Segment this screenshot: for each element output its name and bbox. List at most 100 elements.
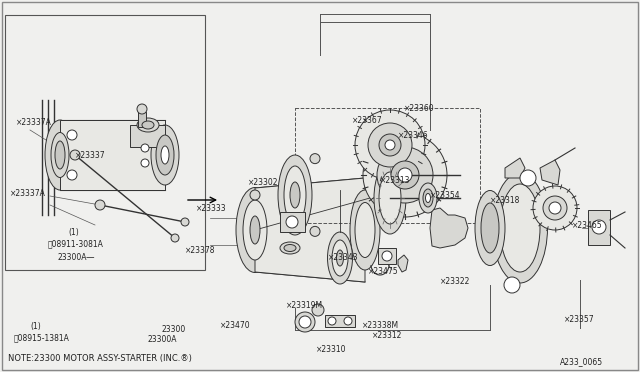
Text: ×23312: ×23312	[372, 330, 403, 340]
Circle shape	[141, 144, 149, 152]
Circle shape	[67, 130, 77, 140]
Circle shape	[398, 168, 412, 182]
Ellipse shape	[350, 190, 380, 270]
Circle shape	[137, 104, 147, 114]
Circle shape	[391, 161, 419, 189]
Ellipse shape	[481, 203, 499, 253]
Ellipse shape	[419, 183, 437, 213]
Text: ⓝ08911-3081A: ⓝ08911-3081A	[48, 240, 104, 248]
Ellipse shape	[284, 166, 306, 224]
Circle shape	[385, 140, 395, 150]
Text: ×23475: ×23475	[368, 267, 399, 276]
Text: 23300A: 23300A	[148, 336, 177, 344]
Ellipse shape	[284, 244, 296, 251]
Circle shape	[592, 220, 606, 234]
Circle shape	[543, 196, 567, 220]
Bar	[130, 125, 165, 147]
Circle shape	[355, 110, 425, 180]
Circle shape	[328, 317, 336, 325]
Circle shape	[549, 202, 561, 214]
Ellipse shape	[423, 189, 433, 207]
Bar	[280, 212, 305, 232]
Text: (1): (1)	[30, 323, 41, 331]
Text: ×23360: ×23360	[404, 103, 435, 112]
Circle shape	[295, 312, 315, 332]
Text: ×23470: ×23470	[220, 321, 251, 330]
Ellipse shape	[236, 187, 274, 273]
Ellipse shape	[142, 121, 154, 129]
Circle shape	[171, 234, 179, 242]
Circle shape	[286, 216, 298, 228]
Ellipse shape	[500, 184, 540, 272]
Ellipse shape	[45, 120, 75, 190]
Text: ×23337A: ×23337A	[16, 118, 52, 126]
Circle shape	[312, 304, 324, 316]
Text: ×23378: ×23378	[185, 246, 216, 254]
Ellipse shape	[328, 232, 353, 284]
Ellipse shape	[379, 172, 401, 224]
Ellipse shape	[290, 182, 300, 208]
Bar	[138, 112, 146, 127]
Text: ×23346: ×23346	[398, 131, 429, 140]
Ellipse shape	[278, 155, 312, 235]
Ellipse shape	[332, 240, 348, 276]
Text: ×23338M: ×23338M	[362, 321, 399, 330]
Circle shape	[363, 133, 447, 217]
Ellipse shape	[355, 202, 375, 257]
Circle shape	[533, 186, 577, 230]
Text: NOTE:23300 MOTOR ASSY-STARTER (INC.®): NOTE:23300 MOTOR ASSY-STARTER (INC.®)	[8, 353, 192, 362]
Text: ×23310: ×23310	[316, 346, 346, 355]
Bar	[295, 108, 480, 223]
Ellipse shape	[137, 118, 159, 132]
Text: A233_0065: A233_0065	[560, 357, 603, 366]
Circle shape	[141, 159, 149, 167]
Text: ×23337: ×23337	[75, 151, 106, 160]
Polygon shape	[255, 178, 365, 282]
Ellipse shape	[374, 162, 406, 234]
Circle shape	[504, 277, 520, 293]
Circle shape	[344, 317, 352, 325]
Polygon shape	[398, 255, 408, 272]
Circle shape	[368, 123, 412, 167]
Ellipse shape	[156, 135, 174, 175]
Circle shape	[67, 170, 77, 180]
Text: Ⓟ08915-1381A: Ⓟ08915-1381A	[14, 334, 70, 343]
Ellipse shape	[55, 141, 65, 169]
Bar	[5, 15, 205, 270]
Text: ×23319M: ×23319M	[286, 301, 323, 310]
Polygon shape	[60, 120, 165, 190]
Text: (1): (1)	[68, 228, 79, 237]
Text: ×23337A: ×23337A	[10, 189, 46, 198]
Circle shape	[70, 150, 80, 160]
Ellipse shape	[250, 216, 260, 244]
Text: ×23367: ×23367	[352, 115, 383, 125]
Bar	[325, 315, 355, 327]
Ellipse shape	[475, 190, 505, 266]
Text: ×23343: ×23343	[328, 253, 358, 263]
Circle shape	[520, 170, 536, 186]
Bar	[378, 248, 396, 264]
Text: ×23333: ×23333	[196, 203, 227, 212]
Polygon shape	[505, 158, 525, 178]
Text: ×23318: ×23318	[490, 196, 520, 205]
Circle shape	[379, 134, 401, 156]
Circle shape	[310, 227, 320, 236]
Text: ×23465: ×23465	[572, 221, 603, 230]
Ellipse shape	[161, 146, 169, 164]
Text: ×23322: ×23322	[440, 278, 470, 286]
Text: ×23354: ×23354	[430, 190, 461, 199]
Ellipse shape	[151, 125, 179, 185]
Text: ×23357: ×23357	[564, 315, 595, 324]
Text: 23300: 23300	[162, 326, 186, 334]
Circle shape	[377, 147, 433, 203]
Text: ×23302: ×23302	[248, 177, 278, 186]
Circle shape	[95, 200, 105, 210]
Ellipse shape	[493, 173, 547, 283]
Circle shape	[250, 190, 260, 200]
Ellipse shape	[337, 250, 344, 266]
Text: ×23313: ×23313	[380, 176, 410, 185]
Bar	[588, 210, 610, 245]
Polygon shape	[540, 160, 560, 185]
Polygon shape	[430, 208, 468, 248]
Ellipse shape	[243, 200, 267, 260]
